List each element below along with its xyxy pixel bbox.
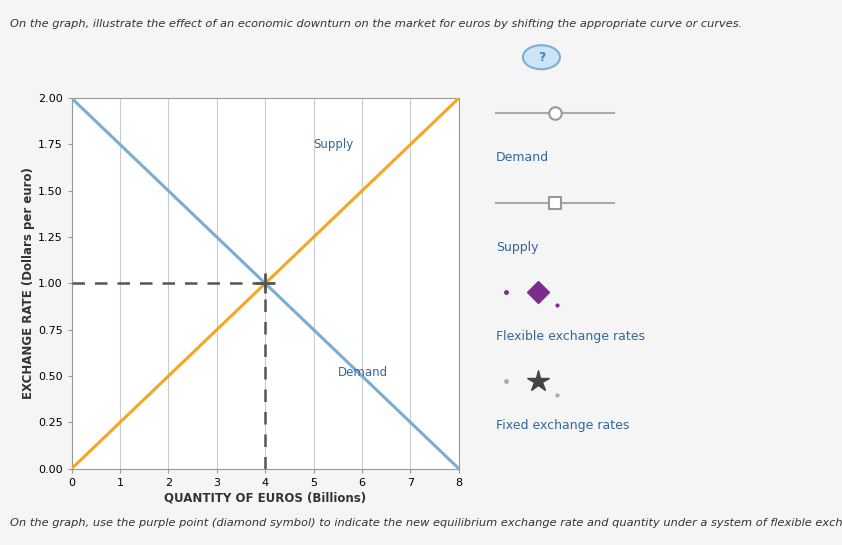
Text: Supply: Supply xyxy=(314,138,354,151)
Y-axis label: EXCHANGE RATE (Dollars per euro): EXCHANGE RATE (Dollars per euro) xyxy=(22,167,35,399)
Text: Flexible exchange rates: Flexible exchange rates xyxy=(496,330,645,343)
Text: Supply: Supply xyxy=(496,240,538,253)
Text: ?: ? xyxy=(538,51,545,64)
X-axis label: QUANTITY OF EUROS (Billions): QUANTITY OF EUROS (Billions) xyxy=(164,492,366,505)
Text: Demand: Demand xyxy=(338,366,388,379)
Text: Demand: Demand xyxy=(496,151,549,164)
Text: On the graph, illustrate the effect of an economic downturn on the market for eu: On the graph, illustrate the effect of a… xyxy=(10,19,743,29)
Text: Fixed exchange rates: Fixed exchange rates xyxy=(496,419,629,432)
Text: On the graph, use the purple point (diamond symbol) to indicate the new equilibr: On the graph, use the purple point (diam… xyxy=(10,518,842,528)
